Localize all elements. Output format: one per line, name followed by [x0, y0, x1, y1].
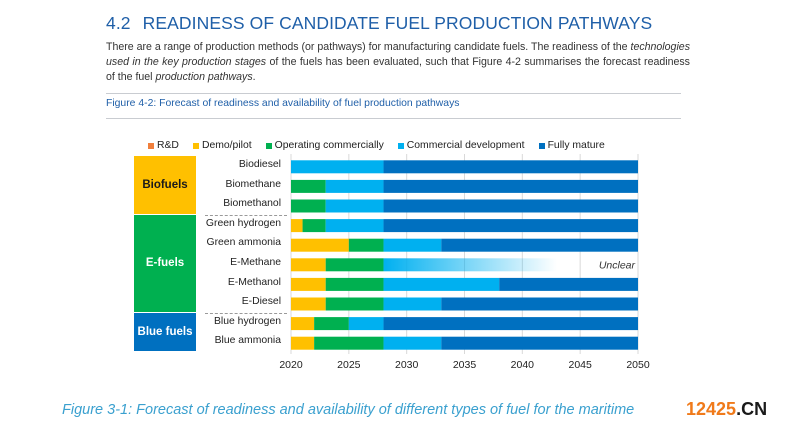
row-label: E-Methane — [230, 257, 281, 268]
row-label: E-Diesel — [241, 296, 281, 308]
x-tick-label: 2050 — [626, 359, 650, 371]
bar-segment-commercial — [383, 238, 442, 252]
group-separator — [205, 214, 287, 216]
x-tick-label: 2045 — [568, 359, 592, 371]
bar-segment-mature — [441, 297, 638, 311]
group-separator — [205, 312, 287, 314]
bar-segment-mature — [441, 238, 638, 252]
divider-top — [106, 93, 681, 94]
bar-segment-commercial — [325, 199, 384, 213]
bar-segment-operating — [325, 258, 384, 272]
legend-item-demo: Demo/pilot — [192, 140, 252, 151]
bar-segment-operating — [302, 219, 326, 233]
bar-segment-demo — [291, 277, 326, 291]
divider-bottom — [106, 118, 681, 119]
bar-segment-mature — [383, 179, 638, 193]
figure-title: Figure 4-2: Forecast of readiness and av… — [106, 98, 460, 109]
bar-segment-mature — [441, 336, 638, 350]
bar-segment-mature — [383, 219, 638, 233]
x-tick-label: 2040 — [511, 359, 535, 371]
bar-segment-mature — [383, 199, 638, 213]
row-label: Biomethane — [225, 178, 281, 190]
paragraph-part: There are a range of production methods … — [106, 41, 631, 53]
legend-label: Fully mature — [547, 140, 605, 151]
section-title: READINESS OF CANDIDATE FUEL PRODUCTION P… — [142, 13, 653, 33]
bar-segment-mature — [383, 160, 638, 174]
legend-swatch — [538, 142, 545, 149]
bar-segment-mature — [499, 277, 638, 291]
row-label: E-Methanol — [227, 276, 281, 288]
bar-segment-commercial — [383, 336, 442, 350]
legend-label: Commercial development — [406, 140, 525, 151]
bar-segment-demo — [291, 238, 349, 252]
bar-segment-mature — [383, 317, 638, 331]
row-label: Biomethanol — [223, 198, 281, 210]
figure-caption: Figure 3-1: Forecast of readiness and av… — [62, 402, 635, 418]
bar-segment-operating — [325, 277, 384, 291]
group-label-e-fuels: E-fuels — [134, 214, 196, 312]
watermark-domain: .CN — [736, 399, 768, 419]
bar-segment-operating — [314, 317, 349, 331]
bar-segment-operating — [291, 179, 326, 193]
row-label: Biodiesel — [238, 159, 281, 170]
section-number: 4.2 — [106, 13, 131, 33]
bar-segment-operating — [325, 297, 384, 311]
bar-segment-commercial — [383, 297, 442, 311]
bar-segment-commercial — [383, 258, 558, 272]
section-heading: 4.2 READINESS OF CANDIDATE FUEL PRODUCTIO… — [106, 13, 652, 34]
row-label: Blue ammonia — [214, 335, 281, 347]
row-label: Green hydrogen — [205, 217, 281, 229]
bar-segment-commercial — [348, 317, 384, 331]
legend-swatch — [265, 142, 272, 149]
watermark: 12425.CN — [686, 399, 767, 420]
intro-paragraph: There are a range of production methods … — [106, 40, 690, 85]
paragraph-part: . — [252, 71, 256, 83]
bar-segment-demo — [291, 258, 326, 272]
legend-label: Demo/pilot — [201, 140, 252, 151]
paragraph-part: technologies used in the key production … — [106, 41, 690, 68]
group-label-blue-fuels: Blue fuels — [134, 312, 196, 351]
bar-segment-demo — [291, 336, 315, 350]
legend-swatch — [397, 142, 404, 149]
group-label-biofuels: Biofuels — [134, 156, 196, 214]
row-label: Green ammonia — [206, 237, 281, 249]
bar-segment-commercial — [325, 179, 384, 193]
bar-segment-commercial — [291, 160, 384, 174]
paragraph-part: production pathways — [155, 71, 253, 83]
legend-swatch — [192, 142, 199, 149]
row-label: Blue hydrogen — [213, 315, 281, 327]
chart-legend: R&D Demo/pilot Operating commercially Comme… — [148, 140, 605, 151]
legend-item-commercial: Commercial development — [397, 140, 525, 151]
legend-item-operating: Operating commercially — [265, 140, 384, 151]
watermark-number: 12425 — [686, 399, 737, 419]
legend-item-mature: Fully mature — [538, 140, 605, 151]
bar-segment-operating — [348, 238, 384, 252]
legend-swatch — [148, 142, 154, 149]
bar-segment-demo — [291, 219, 303, 233]
x-tick-label: 2035 — [453, 359, 477, 371]
legend-label: Operating commercially — [274, 140, 384, 151]
x-tick-label: 2025 — [337, 359, 361, 371]
annotation-unclear: Unclear — [599, 259, 636, 271]
paragraph-part: of the fuels has been evaluated, such th… — [106, 56, 690, 83]
bar-segment-commercial — [325, 219, 384, 233]
bar-segment-operating — [291, 199, 326, 213]
legend-item-rd: R&D — [148, 140, 179, 151]
legend-label: R&D — [157, 140, 179, 151]
bar-segment-operating — [314, 336, 384, 350]
bar-segment-commercial — [383, 277, 500, 291]
x-tick-label: 2030 — [395, 359, 419, 371]
x-tick-label: 2020 — [279, 359, 303, 371]
bar-segment-demo — [291, 297, 326, 311]
bar-segment-demo — [291, 317, 315, 331]
